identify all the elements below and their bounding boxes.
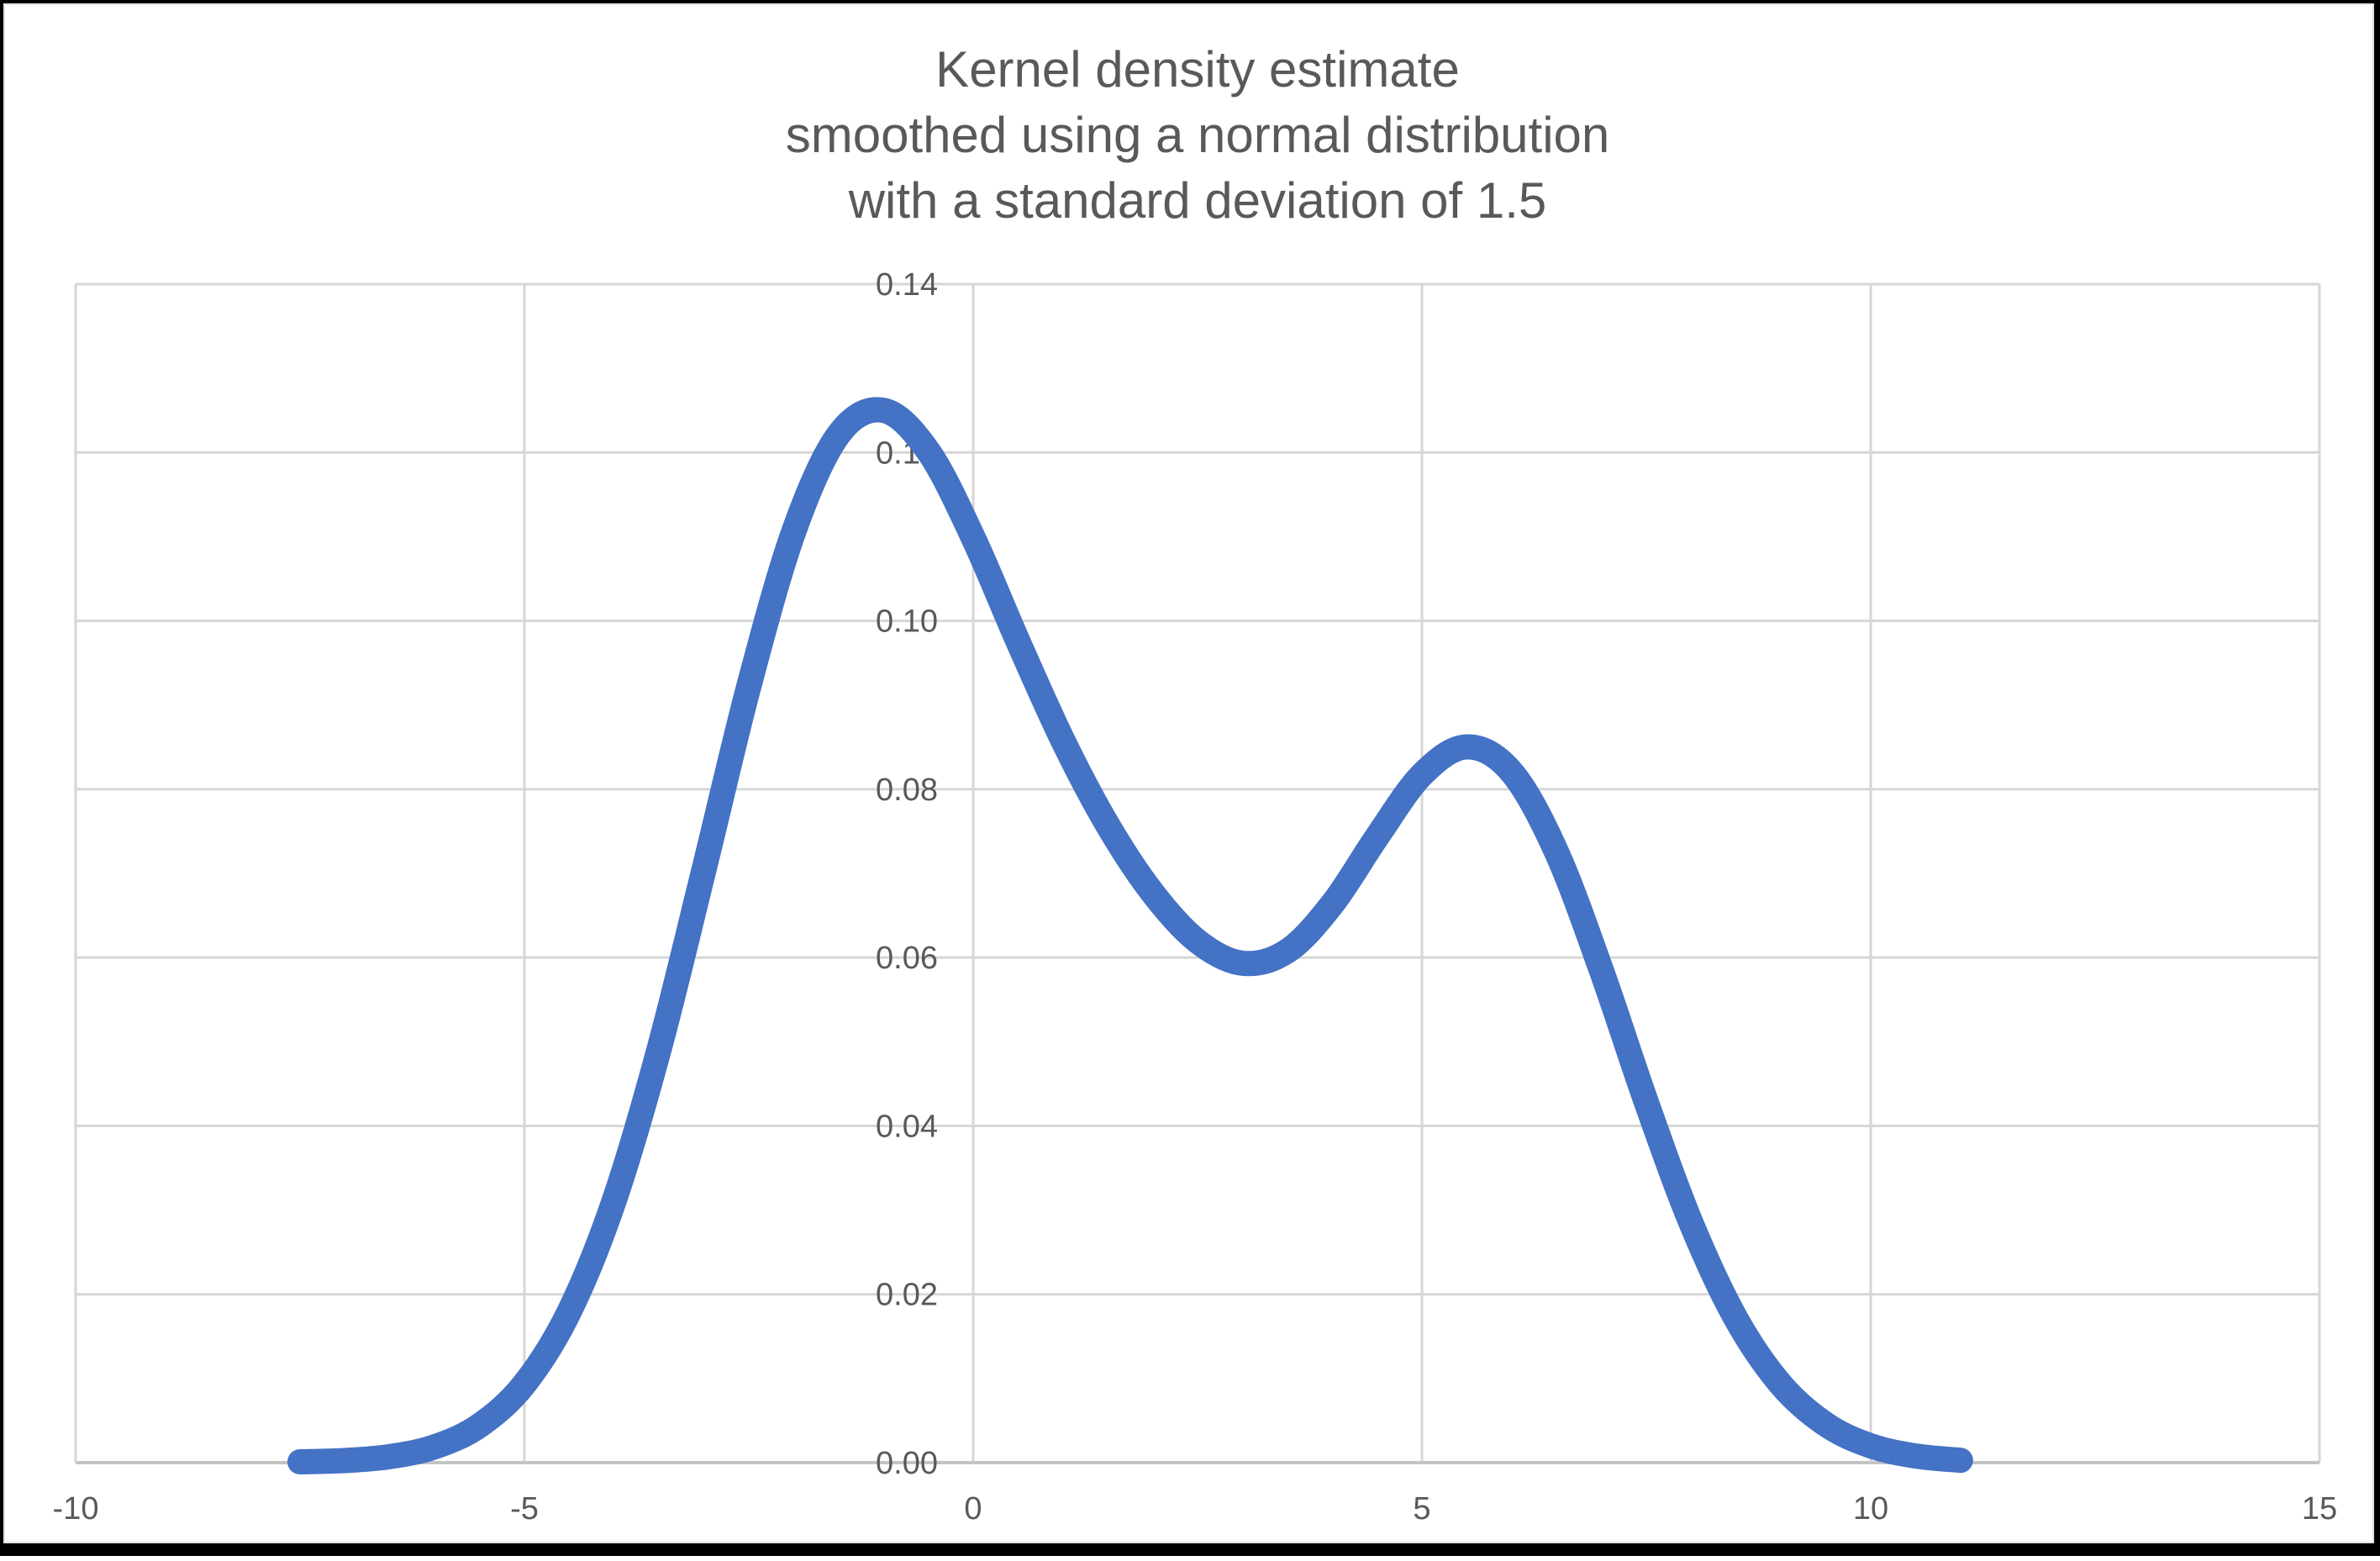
- x-tick-label: 15: [2302, 1491, 2337, 1527]
- x-tick-label: 10: [1853, 1491, 1888, 1527]
- y-tick-label: 0.14: [876, 267, 938, 303]
- y-tick-label: 0.04: [876, 1109, 938, 1144]
- y-tick-label: 0.02: [876, 1278, 938, 1313]
- chart-title-line-1: Kernel density estimate: [935, 41, 1460, 98]
- plot-area: 0.000.020.040.060.080.100.120.14-10 -5 0 5 1…: [53, 267, 2338, 1527]
- chart-title: Kernel density estimate smoothed using a…: [76, 37, 2319, 234]
- x-tick-label: 5: [1413, 1491, 1430, 1527]
- chart-title-line-2: smoothed using a normal distribution: [785, 107, 1610, 163]
- chart-title-line-3: with a standard deviation of 1.5: [848, 172, 1547, 229]
- y-tick-label: 0.08: [876, 773, 938, 808]
- kde-curve: [287, 397, 1973, 1474]
- chart-surface: Kernel density estimate smoothed using a…: [3, 3, 2374, 1543]
- y-tick-label: 0.10: [876, 604, 938, 640]
- x-tick-label: -5: [510, 1491, 539, 1527]
- x-tick-label: -10: [53, 1491, 99, 1527]
- y-tick-label: 0.00: [876, 1446, 938, 1481]
- y-tick-label: 0.06: [876, 941, 938, 976]
- x-tick-label: 0: [964, 1491, 982, 1527]
